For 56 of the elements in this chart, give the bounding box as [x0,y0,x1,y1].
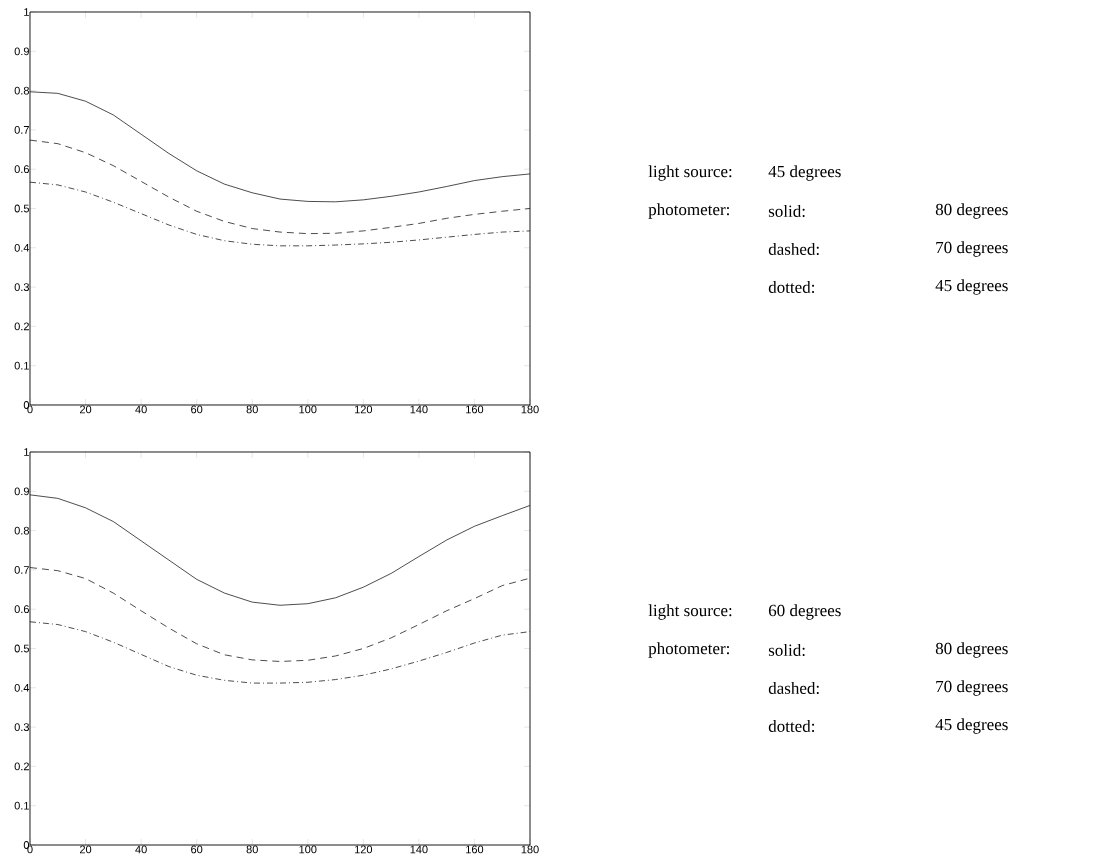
x-tick-label: 40 [135,405,147,414]
x-tick-label: 120 [354,405,373,414]
y-tick-label: 0.4 [14,683,30,692]
y-tick-label: 0.1 [14,801,29,810]
y-tick-label: 0.6 [14,165,29,174]
x-tick-label: 20 [79,405,92,414]
y-tick-label: 0.5 [14,644,29,653]
y-tick-label: 1 [24,8,29,16]
text: 45 degrees [935,279,1008,295]
y-tick-label: 0.6 [14,605,29,614]
text: solid: [768,204,805,218]
text: solid: [768,643,805,657]
text: photometer: [648,203,729,219]
x-tick-label: 120 [354,845,373,854]
x-tick-label: 100 [299,845,317,854]
y-tick-label: 1 [24,448,29,456]
text: 80 degrees [935,203,1008,219]
text: 80 degrees [935,642,1008,658]
x-tick-label: 40 [135,845,147,854]
x-tick-label: 80 [246,845,258,854]
y-tick-label: 0.9 [14,47,29,56]
x-tick-label: 60 [191,845,203,854]
x-tick-label: 160 [466,405,484,414]
x-tick-label: 60 [191,405,203,414]
x-tick-label: 100 [299,405,317,414]
x-tick-label: 160 [466,845,484,854]
text: dotted: [768,719,815,733]
y-tick-label: 0.1 [14,361,29,370]
x-tick-label: 140 [410,845,428,854]
y-tick-label: 0.7 [14,566,29,574]
x-tick-label: 180 [521,405,539,414]
x-tick-label: 20 [79,845,92,854]
text: 70 degrees [936,241,1008,257]
text: photometer: [648,642,729,658]
y-tick-label: 0.8 [14,526,29,535]
y-tick-label: 0.9 [14,487,29,496]
x-tick-label: 140 [410,405,428,414]
y-tick-label: 0.2 [14,322,29,331]
y-tick-label: 0.3 [14,723,29,731]
y-tick-label: 0.7 [14,126,29,134]
text: dashed: [768,242,819,256]
y-tick-label: 0.4 [14,243,30,252]
x-tick-label: 180 [521,845,539,854]
y-tick-label: 0.3 [14,283,29,291]
y-tick-label: 0.8 [14,86,29,95]
text: 45 degrees [935,718,1008,734]
text: 60 degrees [768,604,841,620]
text: dashed: [768,681,819,695]
x-tick-label: 80 [246,405,258,414]
text: light source: [648,604,732,620]
text: dotted: [768,280,815,294]
text: 45 degrees [768,165,841,181]
y-tick-label: 0.2 [14,762,29,771]
text: 70 degrees [936,680,1008,696]
text: light source: [648,165,732,181]
y-tick-label: 0.5 [14,204,29,213]
